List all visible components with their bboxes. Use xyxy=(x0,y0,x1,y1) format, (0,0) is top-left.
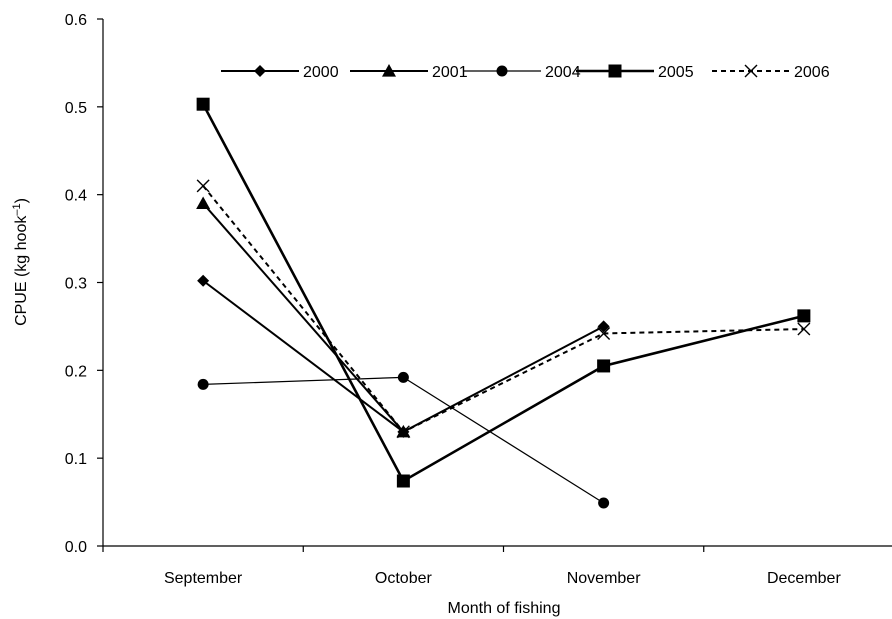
data-point-2004 xyxy=(197,378,209,390)
x-tick-label: December xyxy=(767,570,841,587)
legend-item-2004: 2004 xyxy=(463,64,581,81)
y-axis-title-main: CPUE (kg hook xyxy=(13,215,30,326)
marker-x-stroke xyxy=(196,179,210,193)
legend: 2000 2001 2004 2005 2006 xyxy=(221,64,830,81)
series-line-2005 xyxy=(201,103,805,483)
y-axis-title-close: ) xyxy=(13,198,30,203)
legend-item-2005: 2005 xyxy=(576,64,694,81)
data-point-2006 xyxy=(196,179,210,193)
legend-marker-2006 xyxy=(744,64,758,78)
legend-marker-2005 xyxy=(608,64,622,78)
y-tick-label: 0.0 xyxy=(65,539,87,556)
y-tick-label: 0.5 xyxy=(65,100,87,117)
legend-label-2005: 2005 xyxy=(658,64,694,81)
marker-x-stroke xyxy=(396,425,410,439)
series-line-2001 xyxy=(202,202,405,433)
marker-x-stroke xyxy=(744,64,758,78)
data-point-2000 xyxy=(197,274,210,287)
series-2001 xyxy=(196,196,411,438)
legend-label-2004: 2004 xyxy=(545,64,581,81)
data-point-2004 xyxy=(598,497,610,509)
y-tick-label: 0.2 xyxy=(65,363,87,380)
marker-x-stroke xyxy=(797,322,811,336)
legend-marker-2001 xyxy=(382,64,396,77)
series-line-2000 xyxy=(202,279,605,433)
data-point-2005 xyxy=(196,97,210,111)
marker-x-stroke xyxy=(597,326,611,340)
data-point-2001 xyxy=(196,196,211,210)
axes: 0.0 0.1 0.2 0.3 0.4 0.5 0.6 September October Nov… xyxy=(65,12,892,587)
legend-marker-2004 xyxy=(496,65,508,77)
series-layer xyxy=(196,97,811,509)
y-tick-label: 0.4 xyxy=(65,188,87,205)
data-point-2006 xyxy=(597,326,611,340)
data-point-2005 xyxy=(597,359,611,373)
legend-label-2001: 2001 xyxy=(432,64,468,81)
series-2004 xyxy=(197,371,610,509)
series-2005 xyxy=(196,97,811,488)
y-axis-title-superscript: –1 xyxy=(11,203,23,215)
y-axis-title: CPUE (kg hook–1) xyxy=(11,198,30,326)
legend-marker-2000 xyxy=(254,65,266,77)
legend-item-2000: 2000 xyxy=(221,64,339,81)
y-tick-label: 0.6 xyxy=(65,12,87,29)
y-tick-label: 0.1 xyxy=(65,451,87,468)
x-tick-label: October xyxy=(375,570,433,587)
data-point-2004 xyxy=(397,371,409,383)
data-point-2000 xyxy=(597,320,610,333)
series-2006 xyxy=(196,179,811,439)
data-point-2006 xyxy=(396,425,410,439)
legend-label-2006: 2006 xyxy=(794,64,830,81)
data-point-2006 xyxy=(797,322,811,336)
data-point-2005 xyxy=(797,309,811,323)
series-line-2006 xyxy=(202,185,804,434)
legend-label-2000: 2000 xyxy=(303,64,339,81)
series-2000 xyxy=(197,274,610,438)
x-axis-title: Month of fishing xyxy=(448,600,561,617)
legend-item-2001: 2001 xyxy=(350,64,468,81)
x-tick-label: September xyxy=(164,570,243,587)
data-point-2005 xyxy=(396,474,410,488)
y-tick-label: 0.3 xyxy=(65,276,87,293)
legend-item-2006: 2006 xyxy=(712,64,830,81)
x-tick-label: November xyxy=(567,570,641,587)
